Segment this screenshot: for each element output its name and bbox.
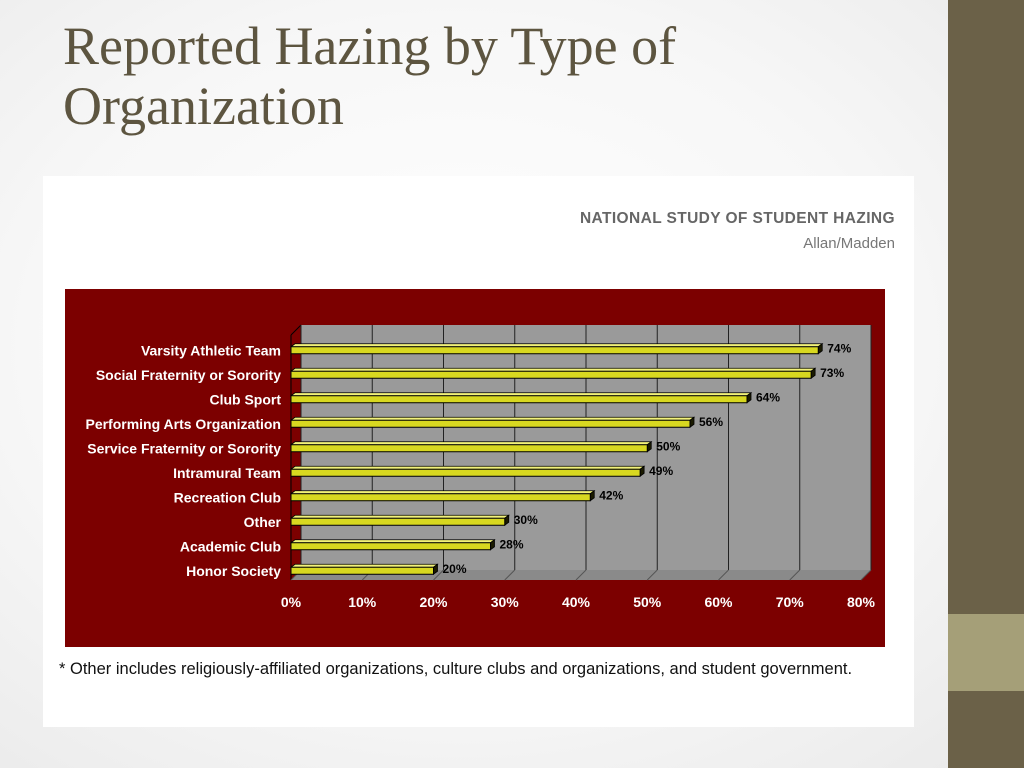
- category-labels: Varsity Athletic Team Social Fraternity o…: [85, 342, 281, 579]
- data-label: 74%: [827, 341, 851, 355]
- bar: [290, 517, 506, 526]
- data-label: 20%: [443, 562, 467, 576]
- study-title: NATIONAL STUDY OF STUDENT HAZING: [579, 210, 895, 227]
- x-tick-labels: 0% 10% 20% 30% 40% 50% 60% 70% 80%: [281, 594, 876, 610]
- side-band-accent: [948, 614, 1024, 691]
- data-label: 50%: [656, 439, 680, 453]
- bar: [290, 346, 819, 355]
- slide-title: Reported Hazing by Type of Organization: [63, 16, 677, 136]
- data-label: 73%: [820, 366, 844, 380]
- data-label: 64%: [756, 390, 780, 404]
- bar: [290, 566, 434, 575]
- bar: [290, 419, 691, 428]
- study-author: Allan/Madden: [803, 235, 895, 252]
- x-tick-label: 20%: [419, 594, 448, 610]
- grid-line-floor: [718, 569, 729, 581]
- category-label: Other: [244, 514, 282, 530]
- data-label: 42%: [599, 488, 623, 502]
- x-tick-label: 40%: [562, 594, 591, 610]
- category-label: Recreation Club: [174, 489, 281, 505]
- bar: [290, 468, 641, 477]
- grid-line-floor: [504, 569, 516, 581]
- category-label: Social Fraternity or Sorority: [96, 367, 281, 383]
- footnote: * Other includes religiously-affiliated …: [59, 660, 853, 678]
- grid-line-floor: [789, 569, 801, 581]
- data-label: 30%: [514, 513, 538, 527]
- category-label: Varsity Athletic Team: [141, 342, 281, 358]
- data-label: 49%: [649, 464, 673, 478]
- bar: [290, 395, 748, 404]
- bar: [290, 444, 648, 453]
- bar: [290, 370, 812, 379]
- category-label: Intramural Team: [173, 465, 281, 481]
- x-tick-label: 60%: [704, 594, 733, 610]
- grid-lines: [290, 325, 872, 581]
- grid-line-floor: [646, 569, 658, 581]
- data-labels: 74% 73% 64% 56% 50% 49% 42% 30% 28% 20%: [443, 341, 852, 576]
- x-tick-label: 70%: [776, 594, 805, 610]
- x-tick-label: 10%: [348, 594, 377, 610]
- hazing-bar-chart: Varsity Athletic Team Social Fraternity o…: [65, 289, 885, 647]
- category-label: Honor Society: [186, 563, 281, 579]
- data-label: 28%: [500, 537, 524, 551]
- x-tick-label: 80%: [847, 594, 876, 610]
- category-label: Service Fraternity or Sorority: [87, 440, 281, 456]
- data-label: 56%: [699, 415, 723, 429]
- chart-panel: NATIONAL STUDY OF STUDENT HAZING Allan/M…: [43, 176, 914, 727]
- x-tick-label: 50%: [633, 594, 662, 610]
- x-tick-label: 30%: [491, 594, 520, 610]
- category-label: Academic Club: [180, 538, 281, 554]
- plot-left-wall-top: [290, 324, 302, 336]
- bar: [290, 493, 591, 502]
- grid-line-floor: [860, 569, 872, 581]
- bars: [289, 342, 824, 576]
- grid-line-floor: [575, 569, 587, 581]
- grid-line-floor: [433, 569, 444, 581]
- category-label: Club Sport: [209, 391, 281, 407]
- bar: [290, 542, 491, 551]
- category-label: Performing Arts Organization: [85, 416, 281, 432]
- x-tick-label: 0%: [281, 594, 302, 610]
